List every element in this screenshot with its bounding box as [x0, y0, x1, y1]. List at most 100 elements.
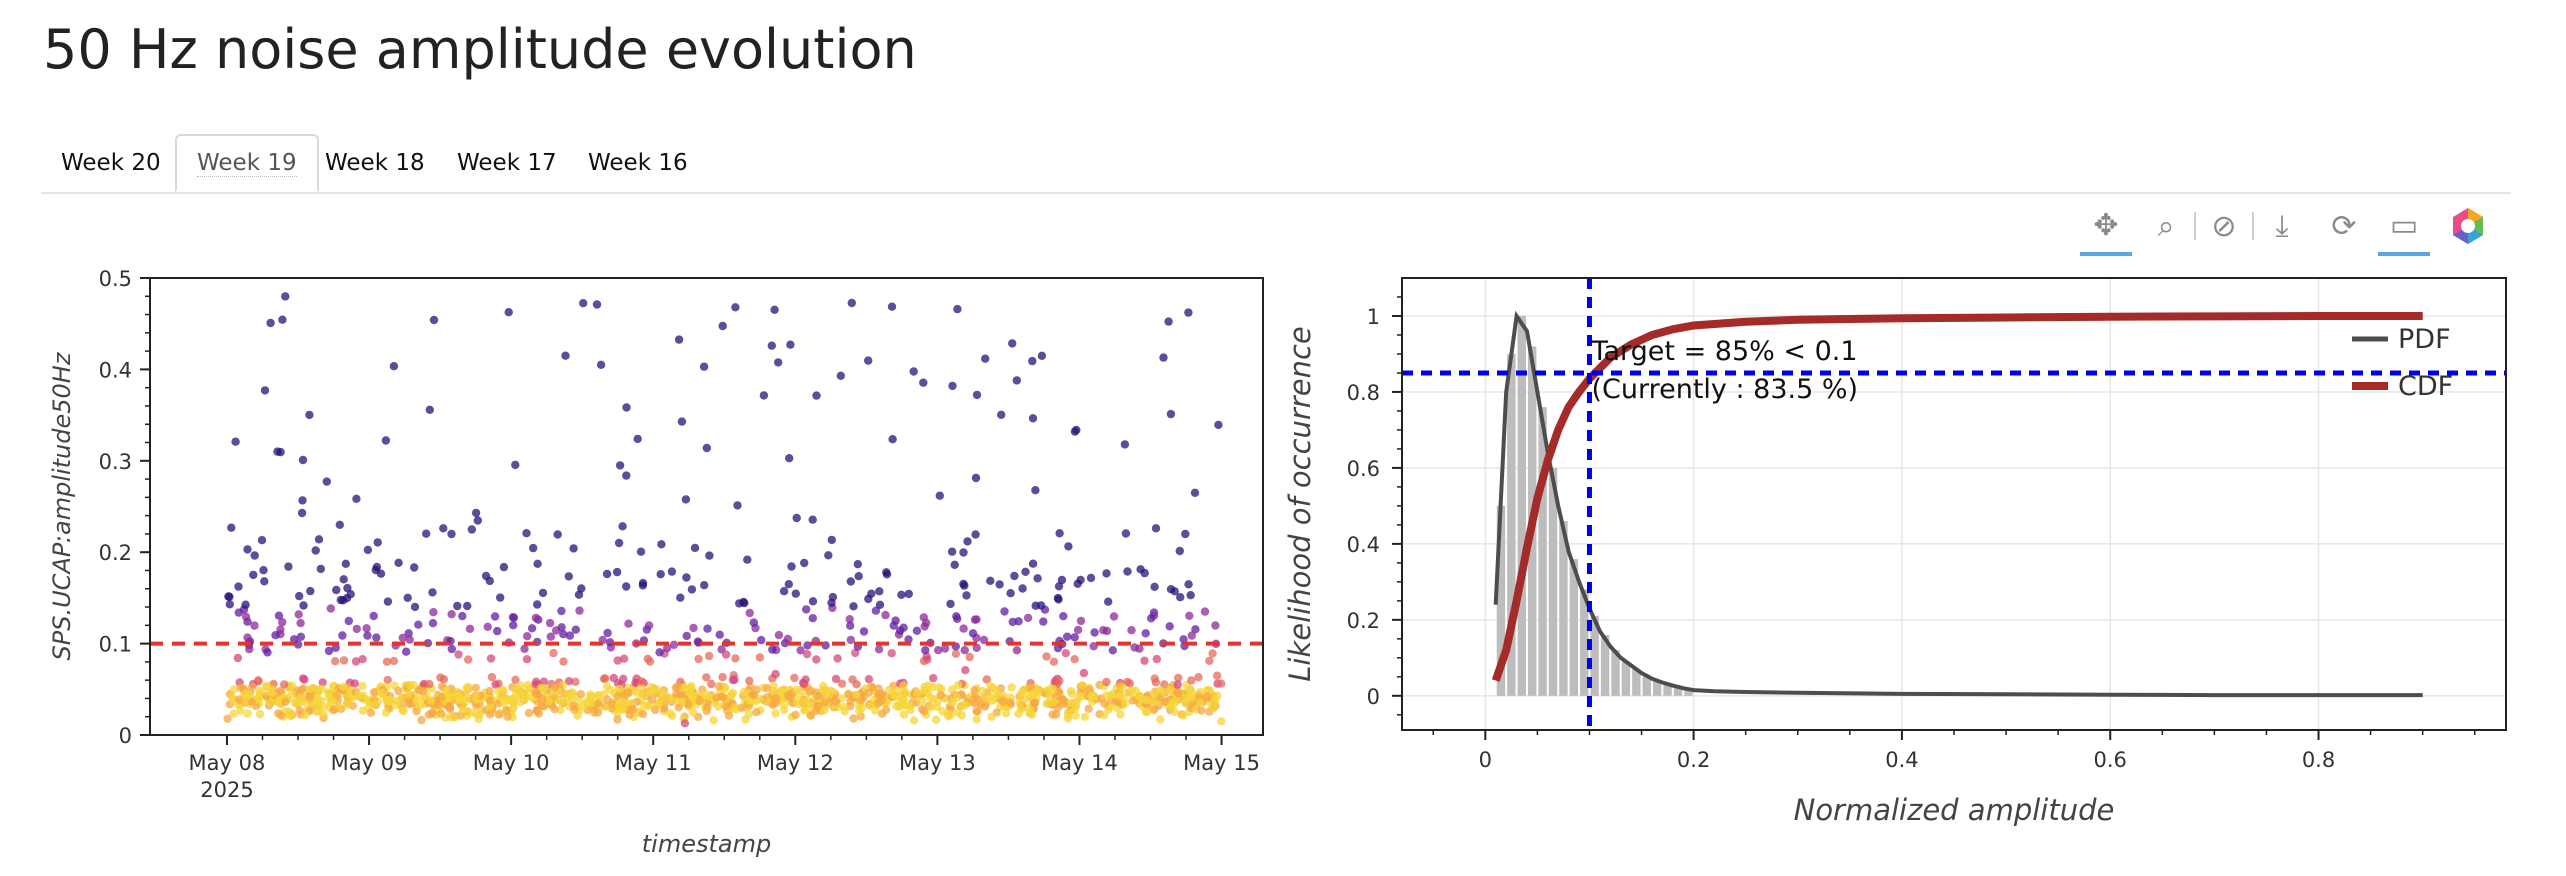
scatter-point: [1165, 685, 1175, 695]
scatter-point: [867, 589, 876, 598]
scatter-point: [524, 680, 533, 690]
scatter-point: [531, 613, 541, 623]
legend: PDF CDF: [2352, 324, 2453, 402]
scatter-point: [471, 692, 480, 701]
scatter-point: [891, 616, 900, 625]
scatter-point: [900, 687, 910, 697]
scatter-point: [636, 547, 646, 556]
scatter-point: [745, 676, 754, 685]
scatter-point: [276, 711, 286, 720]
scatter-point: [707, 679, 716, 689]
scatter-point: [453, 601, 462, 611]
scatter-point: [786, 694, 795, 703]
scatter-point: [532, 706, 542, 716]
scatter-point: [1087, 691, 1096, 700]
scatter-point: [1164, 317, 1173, 326]
wheel-zoom-icon[interactable]: ⊘: [2211, 208, 2237, 244]
box-zoom-icon[interactable]: ⌕: [2157, 208, 2175, 244]
hover-icon[interactable]: ▭: [2378, 198, 2430, 256]
reset-icon[interactable]: ⟳: [2331, 208, 2357, 244]
scatter-point: [531, 677, 541, 686]
tab-week-17[interactable]: Week 17: [457, 150, 557, 176]
save-icon[interactable]: ⤓: [2275, 208, 2289, 244]
scatter-point: [550, 683, 559, 692]
histogram-bar: [1517, 315, 1526, 696]
scatter-point: [622, 403, 631, 412]
scatter-point: [972, 643, 981, 652]
scatter-point: [389, 362, 399, 371]
tab-week-19[interactable]: Week 19: [175, 134, 319, 192]
scatter-point: [463, 601, 472, 611]
pan-icon[interactable]: ✥: [2080, 198, 2132, 256]
scatter-point: [491, 680, 500, 689]
scatter-point: [383, 597, 393, 606]
scatter-point: [743, 555, 752, 564]
scatter-point: [278, 618, 287, 627]
scatter-point: [464, 682, 473, 692]
scatter-point: [405, 635, 414, 644]
scatter-point: [971, 473, 981, 483]
scatter-point: [1015, 697, 1025, 707]
scatter-point: [1080, 712, 1090, 721]
scatter-point: [970, 698, 979, 708]
x-tick-label: 0: [1479, 748, 1492, 772]
scatter-point: [1045, 691, 1054, 701]
legend-pdf-label: PDF: [2398, 324, 2451, 355]
scatter-point: [651, 705, 660, 715]
scatter-point: [1141, 629, 1150, 638]
scatter-point: [1173, 680, 1183, 689]
scatter-point: [931, 715, 941, 724]
scatter-point: [892, 701, 901, 711]
scatter-point: [600, 674, 610, 683]
tab-week-18[interactable]: Week 18: [325, 150, 425, 176]
scatter-point: [363, 631, 372, 640]
scatter-point: [688, 690, 697, 699]
bokeh-logo-icon[interactable]: [2442, 198, 2494, 254]
scatter-point: [343, 583, 352, 593]
tab-week-16[interactable]: Week 16: [588, 150, 688, 176]
scatter-point: [328, 695, 337, 705]
scatter-point: [792, 685, 802, 695]
scatter-point: [1071, 711, 1080, 720]
scatter-point: [486, 654, 496, 663]
scatter-point: [1070, 427, 1080, 436]
scatter-point: [612, 567, 622, 577]
scatter-point: [1100, 699, 1109, 708]
scatter-point: [296, 632, 306, 641]
scatter-point: [662, 644, 672, 653]
scatter-point: [681, 495, 691, 504]
scatter-point: [847, 298, 856, 308]
scatter-point: [414, 620, 423, 629]
scatter-point: [613, 656, 622, 665]
scatter-point: [1123, 567, 1132, 576]
bokeh-logo-graphic: [2453, 208, 2483, 244]
scatter-point: [241, 612, 251, 621]
scatter-point: [503, 712, 512, 721]
scatter-point: [363, 545, 373, 555]
scatter-point: [657, 697, 666, 706]
scatter-point: [471, 683, 480, 692]
scatter-point: [603, 628, 612, 638]
scatter-point: [1039, 617, 1048, 626]
scatter-point: [615, 461, 625, 470]
scatter-point: [1170, 587, 1179, 596]
y-axis-label: Likelihood of occurrence: [1283, 326, 1317, 682]
scatter-point: [296, 618, 305, 628]
toolbar-divider: [2194, 212, 2196, 240]
y-tick-label: 0.2: [1347, 609, 1380, 633]
scatter-point: [404, 629, 413, 638]
scatter-point: [1142, 707, 1151, 717]
scatter-point: [926, 703, 936, 712]
histogram-bar: [1652, 680, 1662, 696]
scatter-point: [473, 516, 482, 525]
scatter-point: [722, 701, 731, 711]
scatter-point: [953, 614, 962, 623]
scatter-point: [499, 562, 509, 572]
scatter-point: [704, 651, 714, 661]
scatter-point: [316, 564, 325, 574]
scatter-point: [849, 602, 858, 611]
tab-week-20[interactable]: Week 20: [61, 150, 161, 176]
scatter-point: [722, 650, 731, 659]
scatter-point: [963, 537, 972, 546]
scatter-point: [1146, 614, 1156, 623]
